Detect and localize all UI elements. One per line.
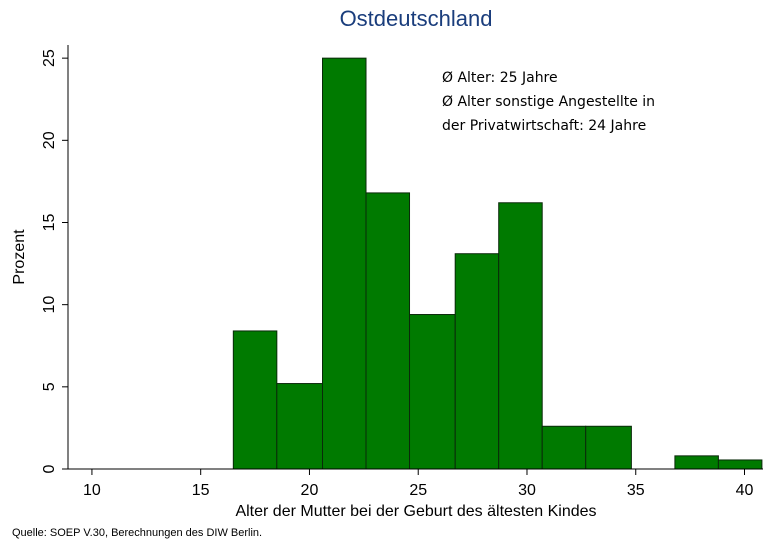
annotation: Ø Alter sonstige Angestellte in [442,94,655,110]
x-tick-label: 30 [518,482,536,499]
y-tick-label: 10 [41,296,58,314]
x-tick-label: 20 [301,482,319,499]
y-tick-label: 0 [41,464,58,473]
bar [409,314,456,470]
x-tick-label: 25 [409,482,427,499]
bar [454,253,500,470]
bar [232,330,278,470]
source: Quelle: SOEP V.30, Berechnungen des DIW … [12,527,262,539]
chart-title: Ostdeutschland [340,6,493,31]
x-tick-label: 10 [83,482,101,499]
bar [322,57,367,470]
x-axis-label: Alter der Mutter bei der Geburt des älte… [235,503,596,520]
bar [585,425,632,470]
y-axis-label: Prozent [11,229,28,285]
x-tick-label: 40 [736,482,754,499]
bar [498,202,543,470]
y-tick-label: 20 [41,131,58,149]
x-tick-label: 15 [192,482,210,499]
y-tick-label: 5 [41,382,58,391]
bar [541,425,587,470]
annotation: der Privatwirtschaft: 24 Jahre [442,118,646,134]
y-tick-label: 25 [41,49,58,67]
annotation-box [428,62,698,140]
bar [276,383,324,470]
bar [717,459,763,470]
annotation: Ø Alter: 25 Jahre [442,70,558,86]
bar [674,455,719,470]
y-tick-label: 15 [41,213,58,231]
x-tick-label: 35 [627,482,645,499]
bar [365,192,411,470]
